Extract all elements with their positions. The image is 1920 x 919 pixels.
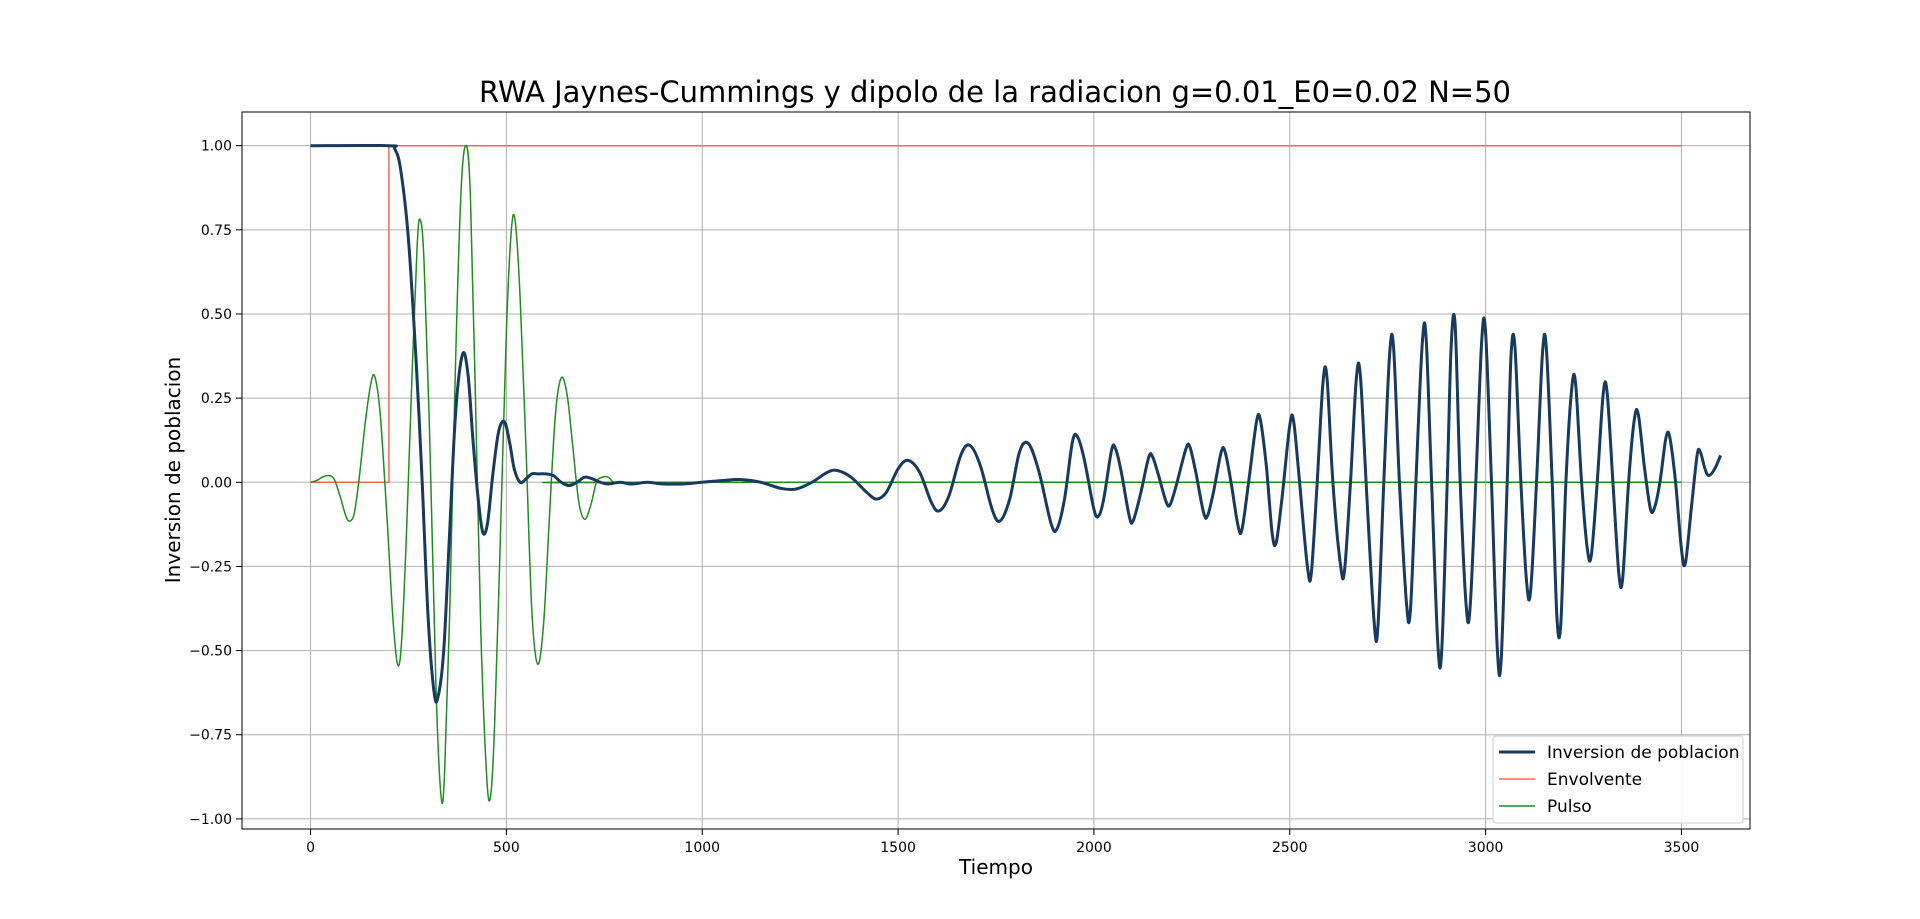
y-tick-label: −0.50 (189, 644, 232, 660)
y-tick-label: −0.25 (189, 559, 232, 575)
series-line-envolvente (310, 144, 1682, 484)
y-axis-label: Inversion de poblacion (161, 357, 185, 583)
chart-title: RWA Jaynes-Cummings y dipolo de la radia… (479, 75, 1511, 109)
legend-label-pulso: Pulso (1547, 797, 1592, 817)
y-tick-label: −0.75 (189, 728, 232, 744)
y-tick-label: 0.50 (201, 307, 232, 323)
y-tick-label: −1.00 (189, 812, 232, 828)
x-axis: 0 500 1000 1500 2000 2500 3000 3500 (306, 829, 1699, 856)
x-tick-label: 3000 (1468, 840, 1504, 856)
x-tick-label: 3500 (1664, 840, 1700, 856)
x-tick-label: 2000 (1076, 840, 1112, 856)
legend-label-envolvente: Envolvente (1547, 770, 1642, 790)
series-line-pulso (310, 144, 1682, 805)
y-tick-label: 0.25 (201, 391, 232, 407)
y-axis: 1.00 0.75 0.50 0.25 0.00 −0.25 −0.50 −0.75 −1.00 (189, 139, 242, 828)
y-tick-label: 0.00 (201, 475, 232, 491)
x-tick-label: 1500 (880, 840, 916, 856)
x-tick-label: 1000 (684, 840, 720, 856)
y-tick-label: 1.00 (201, 139, 232, 155)
legend-frame (1492, 735, 1744, 824)
legend: Inversion de poblacion Envolvente Pulso (1492, 735, 1744, 824)
series-line-inversion-de-poblacion (310, 143, 1722, 704)
y-tick-label: 0.75 (201, 223, 232, 239)
legend-label-inversion-de-poblacion: Inversion de poblacion (1547, 743, 1739, 763)
x-tick-label: 500 (493, 840, 520, 856)
x-axis-label: Tiempo (958, 855, 1033, 879)
axes-frame (241, 111, 1751, 830)
x-tick-label: 0 (306, 840, 315, 856)
plot-area (310, 143, 1722, 805)
x-tick-label: 2500 (1272, 840, 1308, 856)
